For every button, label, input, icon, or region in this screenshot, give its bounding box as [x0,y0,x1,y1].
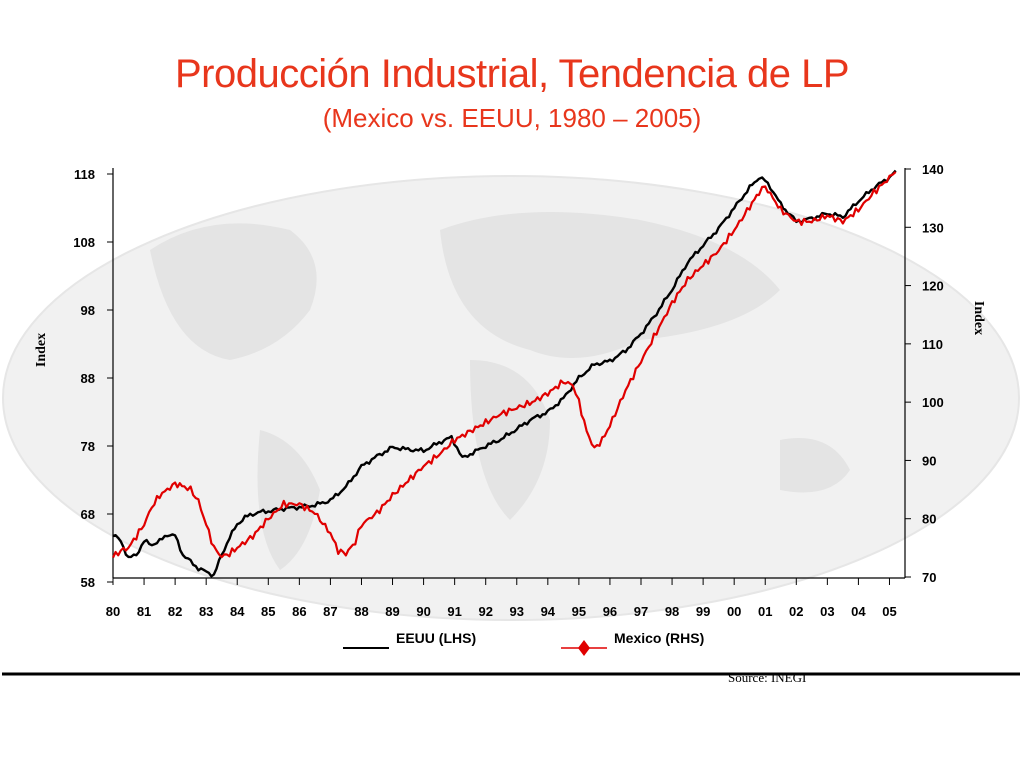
left-tick-label: 118 [74,167,95,182]
right-tick-label: 100 [922,395,944,410]
x-tick-label: 96 [603,604,617,619]
right-tick-label: 80 [922,512,936,527]
left-tick-label: 58 [81,575,95,590]
x-tick-label: 03 [820,604,834,619]
x-tick-label: 99 [696,604,710,619]
world-map-background [2,175,1020,621]
right-tick-label: 90 [922,453,936,468]
left-tick-label: 68 [81,507,95,522]
x-tick-label: 86 [292,604,306,619]
x-tick-label: 88 [354,604,368,619]
left-tick-label: 98 [81,303,95,318]
x-tick-label: 80 [106,604,120,619]
legend: EEUU (LHS) Mexico (RHS) [343,630,704,656]
x-tick-label: 82 [168,604,182,619]
left-tick-label: 88 [81,371,95,386]
x-tick-label: 94 [541,604,556,619]
x-tick-label: 92 [478,604,492,619]
x-tick-label: 83 [199,604,213,619]
x-tick-label: 89 [385,604,399,619]
x-tick-label: 02 [789,604,803,619]
x-axis-ticks: 80 81 82 83 84 85 86 87 88 89 90 91 92 93 94 95 96 97 98 99… [106,578,897,619]
chart-subtitle: (Mexico vs. EEUU, 1980 – 2005) [322,103,702,133]
x-tick-label: 97 [634,604,648,619]
x-tick-label: 85 [261,604,275,619]
right-axis-title: Index [971,301,986,335]
right-tick-label: 120 [922,279,944,294]
x-tick-label: 91 [447,604,461,619]
left-tick-label: 108 [73,235,95,250]
series-line-mexico [112,171,897,559]
x-tick-label: 04 [851,604,866,619]
series-line-eeuu [112,169,897,578]
right-axis-ticks: 140 130 120 110 100 90 80 70 [905,162,944,585]
legend-label-mexico: Mexico (RHS) [614,630,704,646]
x-tick-label: 98 [665,604,679,619]
right-tick-label: 140 [922,162,944,177]
x-tick-label: 81 [137,604,151,619]
axes [112,168,906,579]
right-tick-label: 110 [922,337,943,352]
x-tick-label: 01 [758,604,772,619]
chart-title: Producción Industrial, Tendencia de LP [174,52,850,96]
legend-label-eeuu: EEUU (LHS) [396,630,476,646]
x-tick-label: 84 [230,604,245,619]
left-tick-label: 78 [81,439,95,454]
right-tick-label: 70 [922,570,936,585]
left-axis-title: Index [34,333,49,367]
x-tick-label: 90 [416,604,430,619]
legend-diamond-icon [578,640,590,656]
x-tick-label: 95 [572,604,586,619]
right-tick-label: 130 [922,220,944,235]
x-tick-label: 05 [882,604,896,619]
x-tick-label: 87 [323,604,337,619]
source-note: Source: INEGI [728,670,806,685]
left-axis-ticks: 118 108 98 88 78 68 58 [73,167,113,590]
x-tick-label: 93 [510,604,524,619]
x-tick-label: 00 [727,604,741,619]
series-layer [112,169,897,578]
